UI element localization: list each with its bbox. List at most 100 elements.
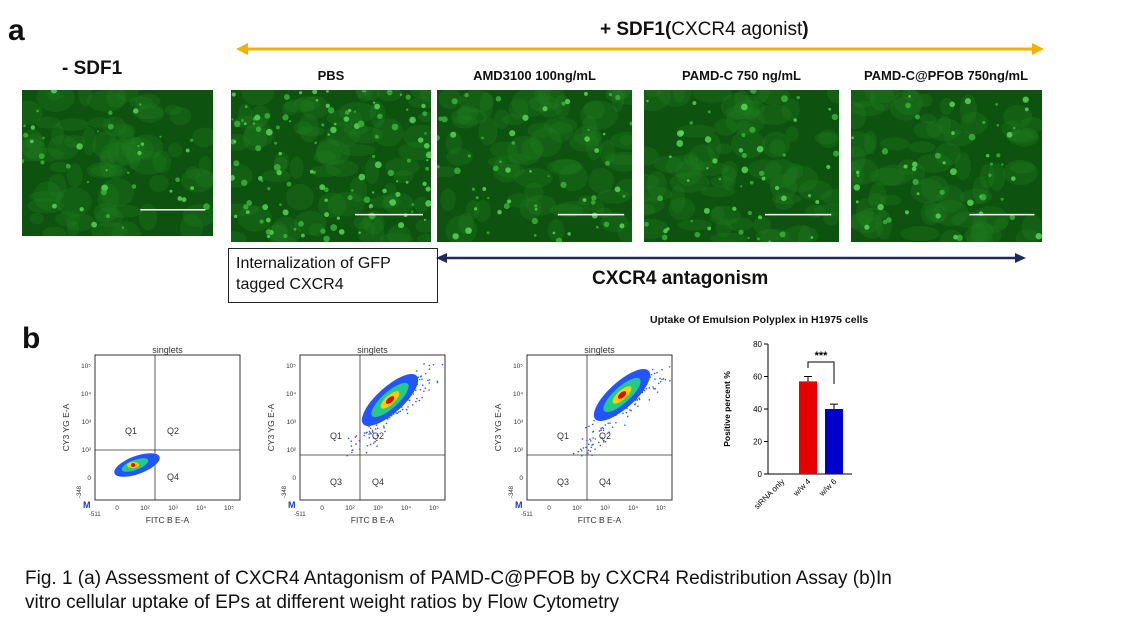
- condition-label-pamd-c-pfob: PAMD-C@PFOB 750ng/mL: [863, 68, 1029, 83]
- micrograph-minus-sdf1: [22, 90, 213, 236]
- figure-caption-line-2: vitro cellular uptake of EPs at differen…: [25, 592, 620, 613]
- flow-quadrant-label: Q3: [557, 477, 569, 487]
- flow-x-axis-label: FITC B E-A: [578, 515, 622, 525]
- flow-y-tick-label: 10²: [287, 447, 297, 454]
- flow-y-tick-label: 10⁴: [286, 391, 296, 398]
- bar-chart-y-tick-label: 80: [753, 340, 762, 349]
- flow-y-tick-label: 0: [87, 475, 91, 482]
- flow-plot-title: singlets: [152, 345, 183, 355]
- flow-quadrant-label: Q1: [330, 431, 342, 441]
- flow-y-tick-label: 10⁴: [81, 391, 91, 398]
- flow-x-tick-label: 0: [115, 505, 119, 512]
- micrograph-pamd-c-pfob: [851, 90, 1042, 242]
- micrograph-amd3100: [437, 90, 632, 242]
- flow-x-tick-label: 10³: [168, 505, 178, 512]
- significance-label: ***: [815, 350, 829, 362]
- bar: [825, 409, 843, 474]
- antagonism-label: CXCR4 antagonism: [592, 268, 769, 289]
- flow-quadrant-label: Q4: [372, 477, 384, 487]
- condition-label-pamd-c: PAMD-C 750 ng/mL: [682, 68, 801, 83]
- flow-x-axis-label: FITC B E-A: [351, 515, 395, 525]
- flow-quadrant-label: Q2: [372, 431, 384, 441]
- panel-b-letter: b: [22, 322, 41, 355]
- flow-y-min-label: -348: [77, 485, 83, 498]
- flow-plot-title: singlets: [584, 345, 615, 355]
- flow-plot-title: singlets: [357, 345, 388, 355]
- flow-x-tick-label: 0: [320, 505, 324, 512]
- flow-y-axis-label: CY3 YG E-A: [61, 403, 71, 451]
- condition-label-amd3100: AMD3100 100ng/mL: [473, 68, 596, 83]
- flow-marker-label: M: [288, 500, 296, 510]
- flow-marker-label: M: [83, 500, 91, 510]
- bar-chart-y-tick-label: 40: [753, 405, 762, 414]
- flow-plot-1: singlets Q1 Q2 Q4 0 0 10² 10² 10³ 10³ 10⁴ 10⁴ 10⁵ 10⁵…: [60, 345, 250, 540]
- flow-population: [114, 453, 160, 477]
- internalization-note: Internalization of GFP tagged CXCR4: [228, 248, 438, 303]
- flow-marker-label: M: [515, 500, 523, 510]
- plus-sdf1-agonist: CXCR4 agonist: [671, 19, 803, 40]
- flow-y-tick-label: 0: [292, 475, 296, 482]
- flow-y-axis-label: CY3 YG E-A: [493, 403, 503, 451]
- flow-x-min-label: -511: [89, 512, 101, 518]
- flow-x-tick-label: 10⁵: [429, 505, 439, 512]
- flow-quadrant-label: Q1: [125, 426, 137, 436]
- bar-chart-title: Uptake Of Emulsion Polyplex in H1975 cel…: [650, 314, 869, 326]
- flow-x-min-label: -511: [521, 512, 533, 518]
- bar-chart-y-axis-label: Positive percent %: [722, 371, 732, 447]
- significance-bracket: [807, 361, 835, 384]
- flow-x-tick-label: 10³: [373, 505, 383, 512]
- minus-sdf1-label: - SDF1: [62, 58, 123, 79]
- bar-chart-x-tick-label: siRNA only: [752, 477, 786, 511]
- flow-y-tick-label: 10³: [82, 419, 92, 426]
- flow-y-axis-label: CY3 YG E-A: [266, 403, 276, 451]
- panel-a-letter: a: [8, 14, 25, 47]
- flow-x-tick-label: 10⁴: [628, 505, 638, 512]
- bar-chart-x-tick-label: w/w 4: [791, 477, 813, 499]
- flow-quadrant-label: Q1: [557, 431, 569, 441]
- flow-y-tick-label: 10⁵: [513, 363, 523, 370]
- agonist-arrow: [236, 43, 1044, 55]
- flow-x-min-label: -511: [294, 512, 306, 518]
- flow-population: [346, 363, 444, 457]
- plus-sdf1-label: + SDF1(CXCR4 agonist): [600, 19, 809, 41]
- flow-x-axis-label: FITC B E-A: [146, 515, 190, 525]
- bar-chart-y-tick-label: 20: [753, 438, 762, 447]
- flow-x-tick-label: 10⁴: [401, 505, 411, 512]
- flow-y-min-label: -348: [509, 485, 515, 498]
- flow-population: [572, 366, 671, 457]
- flow-y-min-label: -348: [282, 485, 288, 498]
- flow-y-tick-label: 10⁵: [286, 363, 296, 370]
- flow-plot-2: singlets Q1 Q2 Q3 Q4 0 0 10² 10² 10³ 10³ 10⁴ 10⁴ 10⁵ 1…: [265, 345, 455, 540]
- flow-x-tick-label: 10⁵: [224, 505, 234, 512]
- flow-y-tick-label: 0: [519, 475, 523, 482]
- flow-y-tick-label: 10²: [514, 447, 524, 454]
- flow-x-tick-label: 10⁵: [656, 505, 666, 512]
- flow-quadrant-label: Q4: [599, 477, 611, 487]
- flow-y-tick-label: 10⁴: [513, 391, 523, 398]
- condition-label-pbs: PBS: [317, 68, 345, 83]
- flow-x-tick-label: 10⁴: [196, 505, 206, 512]
- flow-x-tick-label: 10²: [572, 505, 582, 512]
- micrograph-pbs: [231, 90, 431, 242]
- flow-plot-3: singlets Q1 Q2 Q3 Q4 0 0 10² 10² 10³ 10³ 10⁴ 10⁴ 10⁵ 1…: [492, 345, 682, 540]
- flow-x-tick-label: 10²: [140, 505, 150, 512]
- bar-chart-y-tick-label: 0: [758, 470, 763, 479]
- flow-quadrant-label: Q2: [167, 426, 179, 436]
- micrograph-pamd-c: [644, 90, 839, 242]
- flow-x-tick-label: 10³: [600, 505, 610, 512]
- bar-chart-x-tick-label: w/w 6: [817, 477, 839, 499]
- flow-y-tick-label: 10³: [287, 419, 297, 426]
- antagonism-arrow: [436, 253, 1026, 263]
- bar-chart-y-tick-label: 60: [753, 373, 762, 382]
- flow-x-tick-label: 10²: [345, 505, 355, 512]
- flow-y-tick-label: 10³: [514, 419, 524, 426]
- bar: [799, 381, 817, 474]
- flow-y-tick-label: 10⁵: [81, 363, 91, 370]
- flow-quadrant-label: Q3: [330, 477, 342, 487]
- flow-x-tick-label: 0: [547, 505, 551, 512]
- plus-sdf1-close: ): [802, 19, 809, 40]
- plus-sdf1-bold: + SDF1(: [600, 19, 672, 40]
- flow-quadrant-label: Q2: [599, 431, 611, 441]
- flow-y-tick-label: 10²: [82, 447, 92, 454]
